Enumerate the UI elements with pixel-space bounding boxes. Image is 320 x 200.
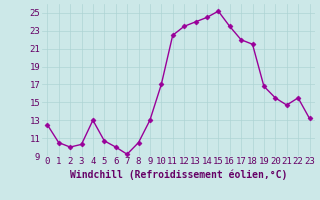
- X-axis label: Windchill (Refroidissement éolien,°C): Windchill (Refroidissement éolien,°C): [70, 169, 287, 180]
